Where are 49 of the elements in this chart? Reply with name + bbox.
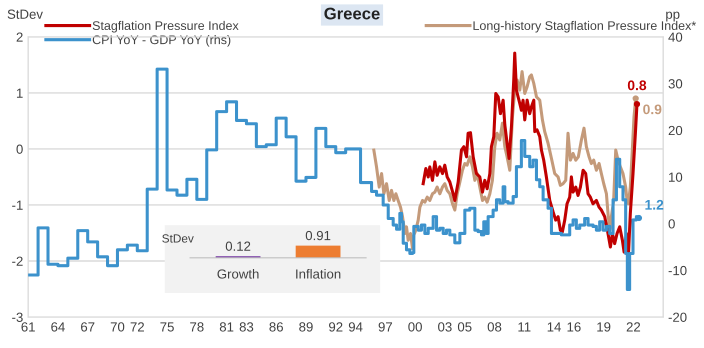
x-tick-label: 94 [348,322,363,332]
data-label: 0.8 [628,80,646,90]
x-tick-label: 92 [329,322,342,332]
data-label: 1.2 [645,200,664,210]
y2-tick-label: 0 [668,219,675,229]
y-tick-label: -1 [12,200,23,210]
x-tick-label: 05 [458,322,472,332]
y-axis-title: StDev [162,234,194,243]
y2-tick-label: 40 [668,32,682,42]
x-tick-label: 67 [81,322,94,332]
y2-tick-label: 20 [668,126,682,136]
x-tick-label: 70 [110,322,124,332]
y-axis-title: StDev [8,10,43,19]
data-label: 0.91 [306,230,330,240]
x-tick-label: 86 [269,322,283,332]
x-tick-label: 61 [21,322,35,332]
y2-axis-title: pp [666,12,680,22]
x-tick-label: 64 [51,322,65,332]
x-tick-label: 81 [220,322,234,332]
y2-tick-label: 10 [669,172,682,182]
x-tick-label: Inflation [296,268,340,279]
x-tick-label: Growth [217,268,258,279]
x-tick-label: 00 [408,322,422,332]
x-tick-label: 08 [488,322,502,332]
legend-label: Stagflation Pressure Index [92,20,239,33]
data-label: 0.12 [226,242,250,251]
y-tick-label: -3 [12,312,23,322]
x-tick-label: 03 [438,322,452,332]
y2-tick-label: 30 [668,79,682,88]
x-tick-label: 16 [568,322,581,332]
x-tick-label: 83 [240,322,254,332]
x-tick-label: 78 [190,322,204,332]
y-tick-label: -2 [12,256,23,266]
legend-label: Long-history Stagflation Pressure Index* [473,20,696,33]
x-tick-label: 22 [626,322,640,332]
y2-tick-label: -20 [668,312,687,322]
x-tick-label: 72 [130,322,144,332]
x-tick-label: 14 [548,322,561,332]
y2-tick-label: -10 [668,266,687,276]
x-tick-label: 89 [299,322,313,332]
y-tick-label: 2 [16,32,23,42]
y-tick-label: 0 [16,144,23,154]
x-tick-label: 75 [160,322,174,332]
x-tick-label: 97 [378,322,392,332]
x-tick-label: 19 [597,322,610,332]
data-label: 0.9 [643,104,662,114]
y-tick-label: 1 [16,88,23,98]
x-tick-label: 11 [518,322,530,332]
chart-title: Greece [324,8,380,20]
